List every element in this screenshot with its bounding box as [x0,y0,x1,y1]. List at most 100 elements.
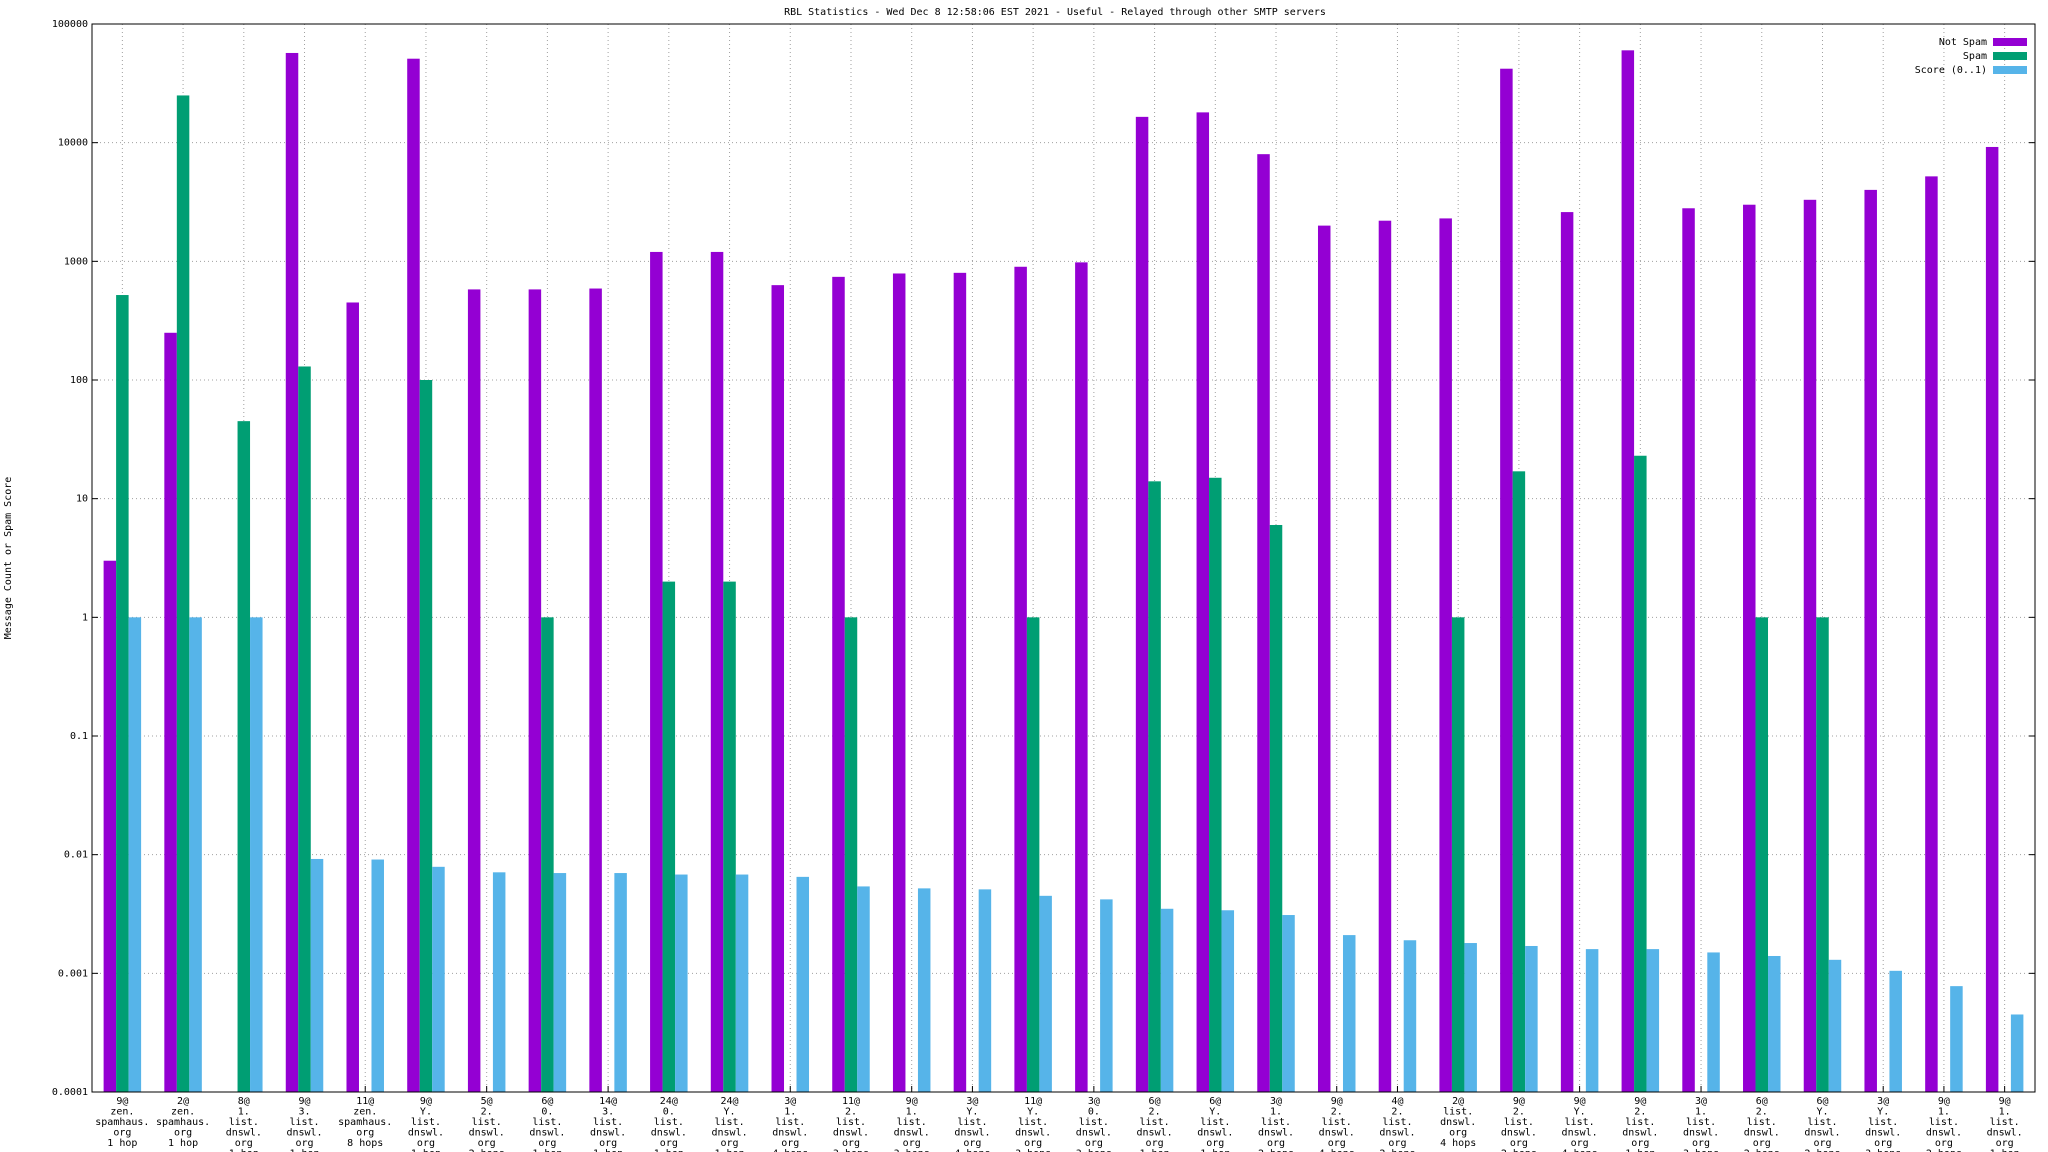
legend-swatch [1993,38,2027,46]
legend-swatch [1993,66,2027,74]
x-tick-label: org [1813,1138,1831,1149]
x-tick-label: list. [775,1117,805,1128]
bar [1014,266,1027,1093]
x-tick-label: 1. [238,1107,250,1118]
x-tick-label: 2. [1391,1107,1403,1118]
x-tick-label: list. [957,1117,987,1128]
x-tick-label: list. [1747,1117,1777,1128]
x-tick-label: 2 hops [1258,1149,1294,1152]
bar [978,889,992,1092]
x-tick-label: list. [1686,1117,1716,1128]
x-tick-label: 4 hops [772,1149,808,1152]
x-tick-label: 6@ [1816,1096,1828,1107]
x-tick-label: list. [411,1117,441,1128]
x-tick-label: 1 hop [411,1149,441,1152]
x-tick-label: org [963,1138,981,1149]
bar [1864,189,1877,1092]
x-tick-label: dnswl. [772,1128,808,1139]
x-tick-label: dnswl. [833,1128,869,1139]
x-tick-label: 3 hops [1865,1149,1901,1152]
x-tick-label: 3@ [1877,1096,1889,1107]
x-tick-label: 6@ [541,1096,553,1107]
x-tick-label: org [1267,1138,1285,1149]
bar [1403,940,1417,1092]
bar [553,873,567,1092]
x-tick-label: 1 hop [289,1149,319,1152]
x-tick-label: org [599,1138,617,1149]
x-tick-label: 1 hop [1625,1149,1655,1152]
x-tick-label: org [660,1138,678,1149]
bar [771,285,785,1093]
y-tick-label: 0.1 [70,731,88,742]
x-tick-label: list. [1079,1117,1109,1128]
x-tick-label: org [174,1128,192,1139]
chart-title: RBL Statistics - Wed Dec 8 12:58:06 EST … [784,7,1326,18]
x-tick-label: 9@ [1331,1096,1343,1107]
x-tick-label: list. [714,1117,744,1128]
x-tick-label: 24@ [660,1096,678,1107]
x-tick-label: dnswl. [469,1128,505,1139]
x-tick-label: dnswl. [894,1128,930,1139]
y-tick-label: 100 [70,375,88,386]
x-tick-label: 9@ [1938,1096,1950,1107]
x-tick-label: org [1024,1138,1042,1149]
bar [1803,199,1817,1093]
bar [432,866,445,1092]
x-tick-label: dnswl. [1319,1128,1355,1139]
x-tick-label: spamhaus. [338,1117,392,1128]
bar [528,289,542,1092]
x-tick-label: dnswl. [1379,1128,1415,1139]
bar [467,289,481,1092]
bar [298,366,311,1092]
x-tick-label: 2. [1149,1107,1161,1118]
x-tick-label: list. [472,1117,502,1128]
bar [650,251,663,1093]
x-tick-label: 9@ [1513,1096,1525,1107]
y-tick-label: 1 [82,612,88,623]
x-tick-label: org [1388,1138,1406,1149]
x-tick-label: list. [532,1117,562,1128]
x-tick-label: 2@ [1452,1096,1464,1107]
x-tick-label: 9@ [420,1096,432,1107]
x-tick-label: org [478,1138,496,1149]
x-tick-label: 9@ [1634,1096,1646,1107]
x-tick-label: Y. [1816,1107,1828,1118]
bar [1039,895,1052,1092]
x-tick-label: 1 hop [1990,1149,2020,1152]
x-tick-label: list. [1200,1117,1230,1128]
x-tick-label: list. [836,1117,866,1128]
bar [857,886,870,1092]
x-tick-label: 2. [1756,1107,1768,1118]
x-tick-label: dnswl. [1804,1128,1840,1139]
bar [346,302,359,1092]
x-tick-label: list. [1565,1117,1595,1128]
x-tick-label: dnswl. [226,1128,262,1139]
x-tick-label: 1 hop [714,1149,744,1152]
y-tick-label: 1000 [64,256,88,267]
bar [1985,146,1999,1092]
x-tick-label: org [1449,1128,1467,1139]
x-tick-label: dnswl. [954,1128,990,1139]
x-tick-label: 4 hops [1319,1149,1355,1152]
x-tick-label: 0. [1088,1107,1100,1118]
bar [1646,949,1660,1092]
bar [189,617,202,1092]
x-tick-label: Y. [966,1107,978,1118]
x-tick-label: dnswl. [1622,1128,1658,1139]
bar [250,617,263,1092]
x-tick-label: org [1146,1138,1164,1149]
x-tick-label: org [113,1128,131,1139]
y-tick-label: 0.001 [58,968,88,979]
bar [1755,617,1769,1092]
bar [1500,68,1513,1092]
x-tick-label: list. [1443,1107,1473,1118]
bar [1525,945,1538,1092]
bar [1100,899,1113,1092]
y-tick-label: 100000 [52,19,88,30]
x-tick-label: 24@ [721,1096,739,1107]
x-tick-label: 3@ [1695,1096,1707,1107]
bar [1317,225,1331,1093]
x-tick-label: org [538,1138,556,1149]
x-tick-label: 3 hops [1076,1149,1112,1152]
bar [1828,959,1842,1092]
